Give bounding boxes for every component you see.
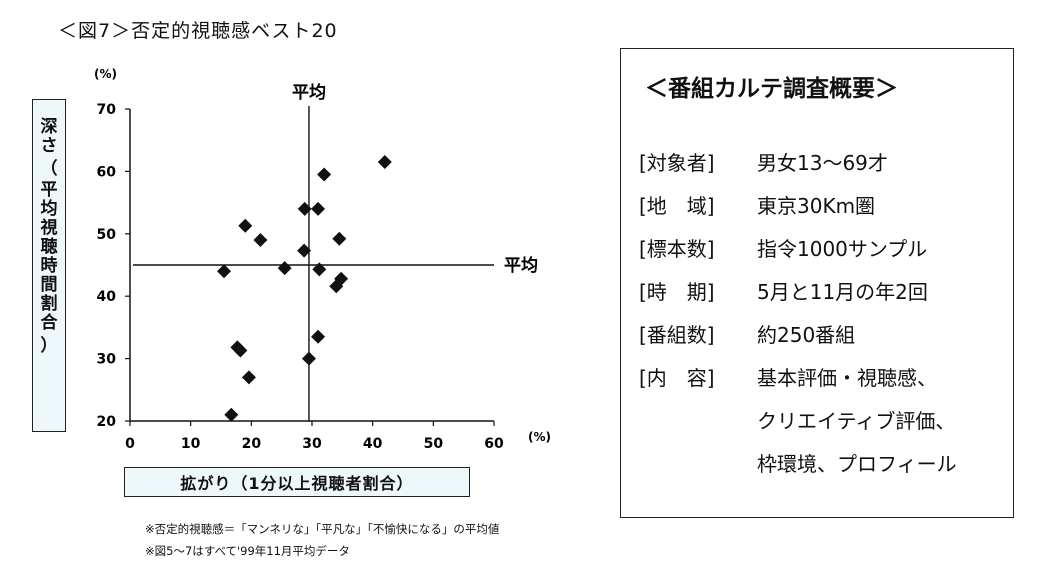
y-unit-label: (%)	[94, 67, 117, 81]
footnote: ※図5～7はすべて'99年11月平均データ	[145, 544, 350, 558]
y-axis-label-char: 時	[40, 256, 58, 276]
data-point	[233, 343, 248, 358]
summary-key: [対象者]	[639, 151, 715, 175]
footnote: ※否定的視聴感＝「マンネリな」「平凡な」「不愉快になる」の平均値	[145, 522, 500, 536]
summary-value: 5月と11月の年2回	[757, 280, 928, 304]
data-point	[301, 351, 316, 366]
y-axis-label-char: 合	[40, 313, 58, 333]
summary-key: [時 期]	[639, 280, 715, 304]
x-tick-label: 0	[125, 436, 135, 452]
x-unit-label: (%)	[528, 430, 551, 444]
summary-row: [標本数] 指令1000サンプル	[639, 233, 927, 262]
y-tick-label: 50	[97, 227, 117, 243]
data-point	[224, 407, 239, 422]
data-point	[311, 201, 326, 216]
y-axis-label-char: 割	[40, 294, 58, 314]
data-point	[297, 243, 312, 258]
y-axis-label-char: 深	[40, 117, 58, 137]
data-point	[329, 279, 344, 294]
y-tick-label: 70	[97, 102, 117, 118]
data-point	[241, 370, 256, 385]
x-tick-label: 60	[484, 436, 504, 452]
data-point	[277, 261, 292, 276]
summary-key: [番組数]	[639, 323, 715, 347]
y-axis-label-char: 平	[40, 180, 58, 200]
summary-row: [時 期] 5月と11月の年2回	[639, 276, 928, 305]
summary-row: [地 域] 東京30Km圏	[639, 190, 875, 219]
summary-value: 男女13～69才	[757, 151, 888, 175]
summary-key: [内 容]	[639, 366, 715, 390]
x-tick-label: 50	[424, 436, 444, 452]
x-tick-label: 20	[242, 436, 262, 452]
data-point	[332, 231, 347, 246]
survey-summary-panel: ＜番組カルテ調査概要＞ [対象者] 男女13～69才 [地 域] 東京30Km圏 […	[620, 48, 1014, 518]
y-tick-label: 20	[97, 414, 117, 430]
data-point	[312, 262, 327, 277]
y-axis-label-char: 視	[40, 218, 58, 238]
y-tick-label: 60	[97, 164, 117, 180]
x-tick-label: 30	[302, 436, 322, 452]
avg-x-label: 平均	[292, 82, 326, 103]
summary-value-continued: 枠環境、プロフィール	[757, 452, 957, 476]
summary-row: [対象者] 男女13～69才	[639, 147, 888, 176]
avg-y-label: 平均	[504, 255, 538, 276]
y-axis-label-char: 聴	[40, 237, 58, 257]
summary-value: 指令1000サンプル	[757, 237, 928, 261]
summary-value: 約250番組	[757, 323, 856, 347]
panel-title: ＜番組カルテ調査概要＞	[645, 76, 898, 102]
y-axis-label-char: ）	[40, 336, 58, 356]
y-axis-label-char: 間	[40, 275, 58, 295]
data-point	[317, 167, 332, 182]
y-axis-label-char: （	[40, 159, 58, 179]
data-point	[217, 264, 232, 279]
figure-title: ＜図7＞否定的視聴感ベスト20	[58, 20, 338, 42]
y-axis-label-char: 均	[40, 199, 58, 219]
x-tick-label: 40	[363, 436, 383, 452]
y-axis-label-char: さ	[40, 136, 58, 156]
x-axis-label: 拡がり（1分以上視聴者割合）	[124, 467, 470, 497]
data-point	[238, 218, 253, 233]
data-point	[253, 233, 268, 248]
data-point	[377, 155, 392, 170]
x-tick-label: 10	[181, 436, 201, 452]
data-point	[297, 201, 312, 216]
data-point	[311, 329, 326, 344]
summary-row: [内 容] 基本評価・視聴感、	[639, 362, 937, 391]
y-axis-label: 深 さ （ 平 均 視 聴 時 間 割 合 ）	[32, 99, 66, 432]
summary-row: [番組数] 約250番組	[639, 319, 855, 348]
summary-value: 東京30Km圏	[757, 194, 876, 218]
y-tick-label: 30	[97, 352, 117, 368]
y-tick-label: 40	[97, 289, 117, 305]
summary-key: [地 域]	[639, 194, 715, 218]
summary-value-continued: クリエイティブ評価、	[757, 409, 956, 433]
summary-key: [標本数]	[639, 237, 715, 261]
summary-value: 基本評価・視聴感、	[757, 366, 937, 390]
